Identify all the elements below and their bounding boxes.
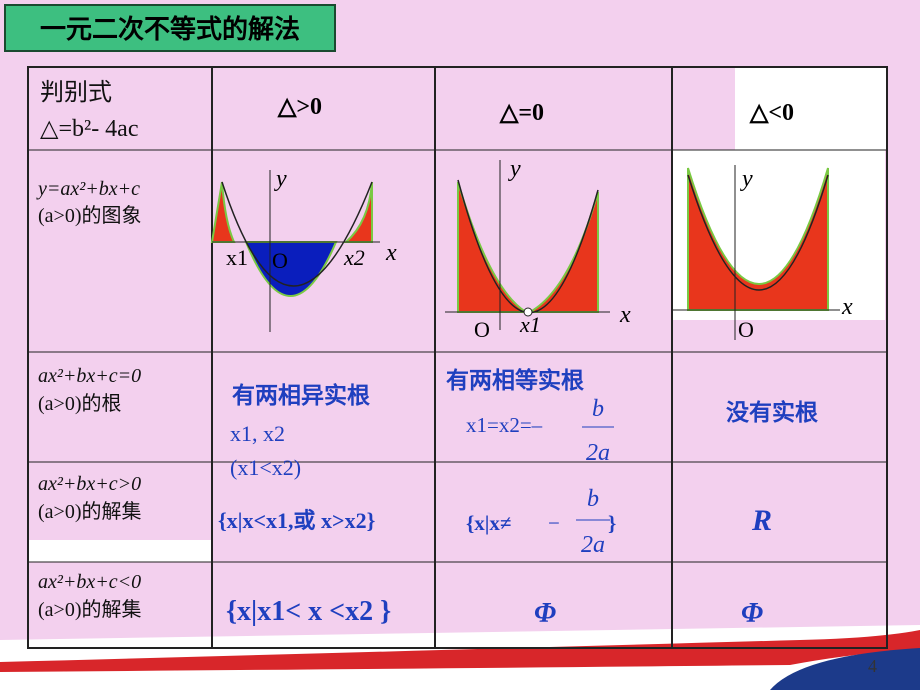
solution: Φ	[534, 598, 556, 629]
case: △<0	[749, 100, 794, 126]
graph-2: y x O x1	[445, 156, 631, 342]
point-label: x1	[226, 245, 248, 270]
table-grid	[27, 66, 888, 649]
row-label: (a>0)的根	[38, 392, 121, 415]
row-label: ax²+bx+c=0	[38, 365, 141, 387]
denominator: 2a	[581, 532, 605, 558]
footer-swoosh	[0, 630, 920, 672]
point-label: x1	[519, 312, 541, 337]
graph-3: y x O	[672, 165, 853, 342]
row-label: ax²+bx+c<0	[38, 571, 141, 593]
axis-label: x	[619, 302, 631, 328]
roots-none: 没有实根	[726, 399, 818, 426]
axis-label: y	[274, 166, 287, 192]
point-label: x2	[343, 245, 365, 270]
patch	[735, 67, 887, 150]
solution: {x|x1< x <x2 }	[226, 596, 391, 627]
solution: R	[751, 504, 772, 537]
page-number: 4	[868, 656, 877, 676]
roots-line: x1, x2	[230, 421, 285, 446]
point-label: O	[738, 317, 754, 342]
patch	[28, 540, 212, 562]
point-label: O	[474, 317, 490, 342]
row-label: (a>0)的解集	[38, 598, 141, 621]
title: 一元二次不等式的解法	[40, 14, 300, 45]
roots-line: (x1<x2)	[230, 455, 301, 480]
case: △=0	[499, 100, 544, 126]
numerator: b	[592, 396, 604, 422]
axis-label: y	[508, 156, 521, 182]
title-box	[4, 4, 336, 52]
solution: Φ	[741, 598, 763, 629]
numerator: b	[587, 486, 599, 512]
row-label: (a>0)的图象	[38, 204, 141, 227]
header-label: 判别式	[40, 78, 112, 106]
solution: {x|x<x1,或 x>x2}	[218, 508, 375, 533]
case: △>0	[277, 94, 322, 120]
row-label: ax²+bx+c>0	[38, 473, 141, 495]
roots-title: 有两相等实根	[446, 367, 584, 394]
denominator: 2a	[586, 440, 610, 466]
footer-corner	[770, 648, 920, 690]
graph-1: y x x1 O x2	[210, 166, 397, 332]
axis-label: y	[740, 166, 753, 192]
point-label: O	[272, 248, 288, 273]
solution-minus: −	[548, 511, 560, 535]
solution-prefix: {x|x≠	[466, 511, 511, 535]
row-label: (a>0)的解集	[38, 500, 141, 523]
solution-suffix: }	[608, 511, 616, 535]
roots-title: 有两相异实根	[232, 382, 370, 409]
row-label: y=ax²+bx+c	[36, 178, 140, 200]
axis-label: x	[841, 294, 853, 320]
axis-label: x	[385, 240, 397, 266]
roots-prefix: x1=x2=–	[466, 413, 543, 437]
header-formula: △=b²- 4ac	[40, 116, 138, 142]
